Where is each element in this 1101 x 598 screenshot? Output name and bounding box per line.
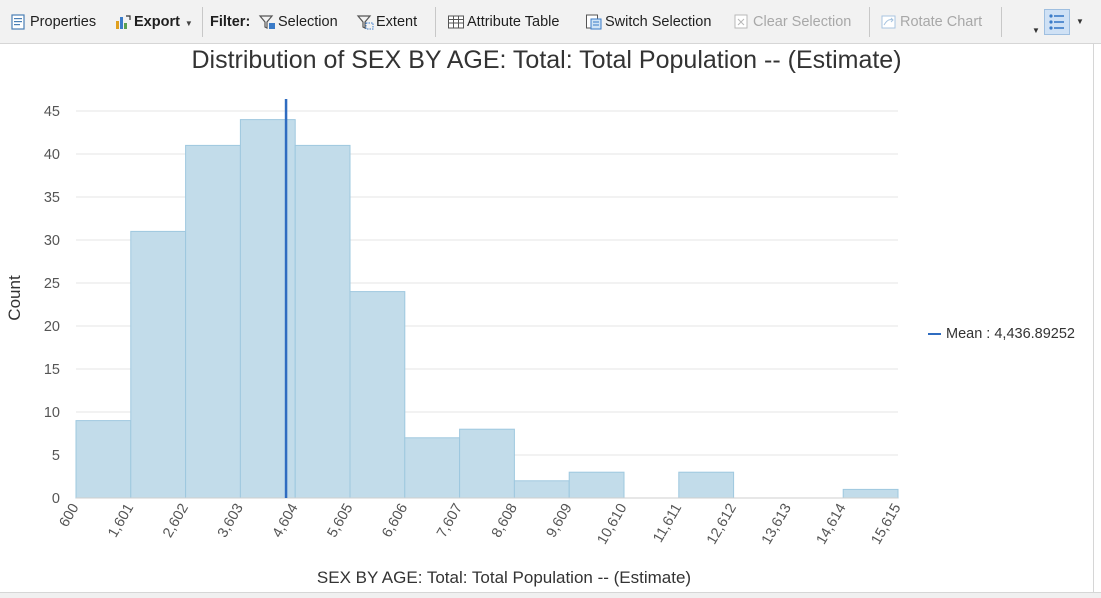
overflow-caret-icon[interactable]: ▼ [1032, 26, 1040, 35]
x-tick-label: 12,612 [704, 501, 740, 547]
x-tick-label: 9,609 [544, 501, 576, 540]
switch-selection-icon [585, 13, 603, 31]
y-axis-label: Count [5, 275, 24, 321]
y-tick-label: 45 [44, 104, 60, 120]
export-button[interactable]: Export ▼ [114, 11, 193, 33]
toolbar-divider [202, 7, 203, 37]
x-tick-label: 10,610 [594, 501, 630, 547]
x-tick-label: 3,603 [215, 501, 247, 540]
x-tick-label: 5,605 [324, 501, 356, 540]
x-tick-label: 6,606 [379, 501, 411, 540]
clear-selection-icon [733, 13, 751, 31]
clear-selection-label: Clear Selection [753, 14, 852, 30]
y-tick-label: 5 [52, 448, 60, 464]
histogram-bar [842, 488, 899, 499]
filter-extent-label: Extent [376, 14, 418, 30]
histogram-bar [459, 428, 515, 499]
y-tick-label: 35 [44, 190, 60, 206]
histogram-bar [294, 144, 351, 499]
chevron-down-icon[interactable]: ▼ [1076, 17, 1084, 26]
y-tick-label: 10 [44, 405, 60, 421]
y-tick-label: 20 [44, 319, 60, 335]
x-axis-label: SEX BY AGE: Total: Total Population -- (… [316, 568, 692, 587]
chart-legend: Mean : 4,436.89252 [928, 326, 1075, 342]
y-tick-label: 15 [44, 362, 60, 378]
x-tick-label: 15,615 [868, 501, 904, 547]
histogram-bar [349, 291, 406, 499]
toolbar-divider [435, 7, 436, 37]
rotate-chart-icon [880, 13, 898, 31]
x-tick-label: 1,601 [105, 501, 137, 540]
x-tick-label: 14,614 [814, 501, 850, 547]
filter-extent-icon [356, 13, 374, 31]
histogram-bar [678, 471, 735, 499]
y-tick-label: 0 [52, 491, 60, 507]
y-tick-label: 30 [44, 233, 60, 249]
histogram-bar [75, 420, 132, 499]
table-icon [447, 13, 465, 31]
histogram-bar [130, 230, 187, 499]
attribute-table-button[interactable]: Attribute Table [447, 11, 559, 33]
legend-toggle-button[interactable] [1044, 9, 1070, 35]
panel-border [0, 592, 1101, 598]
export-chart-icon [114, 13, 132, 31]
properties-button[interactable]: Properties [10, 11, 96, 33]
rotate-chart-button[interactable]: Rotate Chart [880, 11, 982, 33]
toolbar-divider [869, 7, 870, 37]
chevron-down-icon: ▼ [184, 18, 193, 28]
x-tick-label: 4,604 [270, 501, 302, 540]
histogram-bar [185, 144, 241, 499]
panel-border [1093, 44, 1094, 592]
filter-selection-button[interactable]: Selection [258, 11, 338, 33]
histogram-bar [404, 437, 461, 499]
attribute-table-label: Attribute Table [467, 14, 560, 30]
x-tick-label: 13,613 [759, 501, 795, 547]
clear-selection-button[interactable]: Clear Selection [733, 11, 851, 33]
properties-label: Properties [30, 14, 97, 30]
mean-line-swatch [928, 333, 941, 335]
filter-label: Filter: [210, 14, 251, 30]
y-tick-label: 40 [44, 147, 60, 163]
histogram-bar [513, 480, 570, 499]
list-icon [1045, 14, 1069, 38]
filter-selection-label: Selection [278, 14, 338, 30]
x-tick-label: 7,607 [434, 501, 466, 540]
x-tick-label: 11,611 [650, 501, 685, 546]
legend-mean-label: Mean : 4,436.89252 [946, 326, 1075, 342]
switch-selection-label: Switch Selection [605, 14, 712, 30]
x-tick-label: 600 [57, 501, 83, 530]
export-label: Export [134, 14, 180, 30]
chart-title: Distribution of SEX BY AGE: Total: Total… [191, 46, 902, 74]
x-tick-label: 8,608 [489, 501, 521, 540]
x-tick-label: 2,602 [160, 501, 192, 540]
filter-extent-button[interactable]: Extent [356, 11, 417, 33]
switch-selection-button[interactable]: Switch Selection [585, 11, 711, 33]
properties-icon [10, 13, 28, 31]
filter-selection-icon [258, 13, 276, 31]
chart-toolbar: Properties Export ▼ Filter: Selection Ex… [0, 0, 1101, 44]
rotate-chart-label: Rotate Chart [900, 14, 983, 30]
histogram-bar [568, 471, 625, 499]
y-tick-label: 25 [44, 276, 60, 292]
toolbar-divider [1001, 7, 1002, 37]
